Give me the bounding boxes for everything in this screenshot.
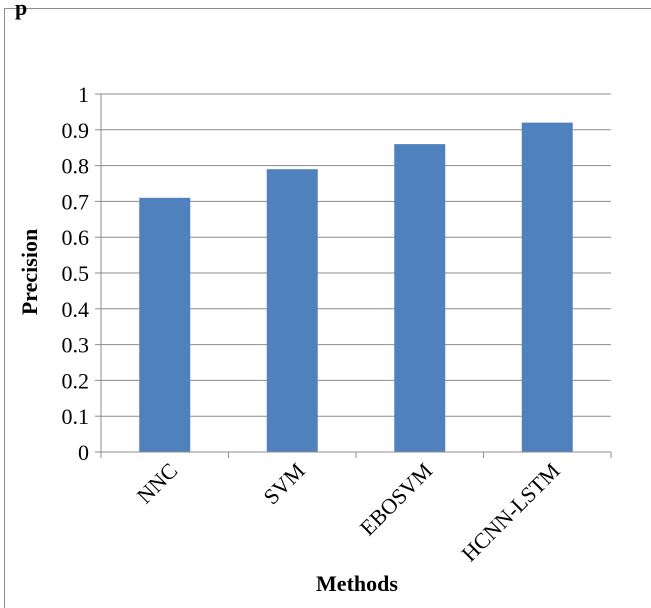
chart-frame: p [4, 0, 651, 608]
x-tick-labels: NNC SVM EBOSVM HCNN-LSTM [132, 458, 565, 566]
bar-svm [266, 169, 318, 452]
y-tick-label: 0.5 [62, 261, 90, 286]
x-tick-label: SVM [258, 458, 309, 509]
bar-ebosvm [394, 144, 446, 452]
x-axis-title: Methods [316, 571, 398, 596]
x-tick-label: NNC [132, 458, 183, 509]
y-tick-label: 0.6 [62, 225, 90, 250]
y-tick-label: 0.2 [62, 368, 90, 393]
axes [95, 93, 612, 458]
y-tick-label: 0.1 [62, 404, 90, 429]
y-tick-label: 1 [78, 82, 89, 107]
bar-nnc [139, 197, 191, 452]
y-tick-label: 0.9 [62, 118, 90, 143]
y-tick-label: 0.7 [62, 189, 90, 214]
y-axis-title: Precision [17, 229, 42, 315]
y-tick-label: 0.4 [62, 297, 90, 322]
bar-hcnn-lstm [521, 122, 573, 452]
y-tick-label: 0.3 [62, 333, 90, 358]
x-tick-label: EBOSVM [355, 458, 438, 541]
clipped-heading-text: p [15, 0, 28, 20]
y-tick-label: 0.8 [62, 154, 90, 179]
x-tick-label: HCNN-LSTM [456, 458, 564, 566]
y-tick-label: 0 [78, 440, 89, 465]
bars [139, 122, 573, 452]
y-tick-labels: 0 0.1 0.2 0.3 0.4 0.5 0.6 0.7 0.8 0.9 1 [62, 82, 90, 465]
